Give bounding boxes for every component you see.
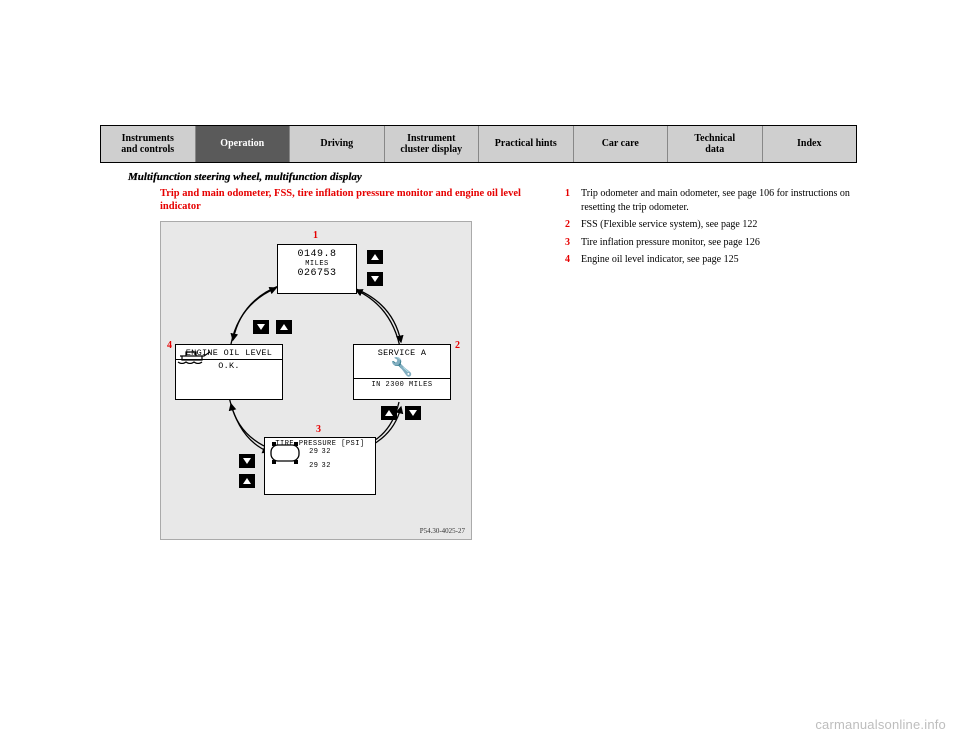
tab-bar: Instrumentsand controls Operation Drivin… xyxy=(100,125,857,163)
legend-num: 4 xyxy=(565,253,581,267)
section-title: Multifunction steering wheel, multifunct… xyxy=(128,171,855,183)
callout-3: 3 xyxy=(316,424,321,435)
legend-item-1: 1 Trip odometer and main odometer, see p… xyxy=(565,187,855,214)
legend-item-3: 3 Tire inflation pressure monitor, see p… xyxy=(565,236,855,250)
wrench-icon: 🔧 xyxy=(354,358,450,376)
oil-can-icon xyxy=(176,346,216,364)
tab-operation[interactable]: Operation xyxy=(196,126,291,162)
service-distance: IN 2300 MILES xyxy=(354,379,450,391)
trip-odometer-value: 0149.8 xyxy=(278,249,356,260)
tab-index[interactable]: Index xyxy=(763,126,857,162)
nav-up-button[interactable] xyxy=(367,250,383,264)
legend-column: 1 Trip odometer and main odometer, see p… xyxy=(565,187,855,540)
legend-text: FSS (Flexible service system), see page … xyxy=(581,218,757,232)
content-row: Trip and main odometer, FSS, tire inflat… xyxy=(100,187,855,540)
odometer-display: 0149.8 MILES 026753 xyxy=(277,244,357,294)
tire-fl: 29 xyxy=(309,448,318,456)
service-display: SERVICE A 🔧 IN 2300 MILES xyxy=(353,344,451,400)
legend-num: 2 xyxy=(565,218,581,232)
nav-up-button[interactable] xyxy=(239,474,255,488)
tab-techdata[interactable]: Technicaldata xyxy=(668,126,763,162)
tab-driving[interactable]: Driving xyxy=(290,126,385,162)
legend-num: 3 xyxy=(565,236,581,250)
nav-up-button[interactable] xyxy=(381,406,397,420)
tab-cluster[interactable]: Instrumentcluster display xyxy=(385,126,480,162)
nav-down-button[interactable] xyxy=(253,320,269,334)
car-top-icon xyxy=(265,438,305,468)
tire-pressure-display: TIRE PRESSURE [PSI] 29 29 xyxy=(264,437,376,495)
callout-1: 1 xyxy=(313,230,318,241)
tire-rl: 29 xyxy=(309,462,318,470)
figure-heading: Trip and main odometer, FSS, tire inflat… xyxy=(160,187,540,213)
main-odometer-value: 026753 xyxy=(278,268,356,279)
diagram-code: P54.30-4025-27 xyxy=(420,527,465,535)
tab-hints[interactable]: Practical hints xyxy=(479,126,574,162)
callout-4: 4 xyxy=(167,340,172,351)
tire-rr: 32 xyxy=(322,462,331,470)
callout-2: 2 xyxy=(455,340,460,351)
tab-instruments[interactable]: Instrumentsand controls xyxy=(101,126,196,162)
odometer-unit: MILES xyxy=(278,260,356,268)
tire-fr: 32 xyxy=(322,448,331,456)
display-cycle-diagram: 0149.8 MILES 026753 1 SERVICE A 🔧 IN 230… xyxy=(160,221,472,540)
legend-text: Trip odometer and main odometer, see pag… xyxy=(581,187,855,214)
tab-carcare[interactable]: Car care xyxy=(574,126,669,162)
nav-down-button[interactable] xyxy=(239,454,255,468)
left-column: Trip and main odometer, FSS, tire inflat… xyxy=(160,187,540,540)
nav-down-button[interactable] xyxy=(405,406,421,420)
nav-up-button[interactable] xyxy=(276,320,292,334)
legend-text: Tire inflation pressure monitor, see pag… xyxy=(581,236,760,250)
nav-down-button[interactable] xyxy=(367,272,383,286)
legend-item-4: 4 Engine oil level indicator, see page 1… xyxy=(565,253,855,267)
legend-num: 1 xyxy=(565,187,581,214)
legend-text: Engine oil level indicator, see page 125 xyxy=(581,253,739,267)
legend-item-2: 2 FSS (Flexible service system), see pag… xyxy=(565,218,855,232)
oil-level-display: ENGINE OIL LEVEL O.K. xyxy=(175,344,283,400)
manual-page: Instrumentsand controls Operation Drivin… xyxy=(100,125,855,540)
watermark: carmanualsonline.info xyxy=(815,717,946,732)
